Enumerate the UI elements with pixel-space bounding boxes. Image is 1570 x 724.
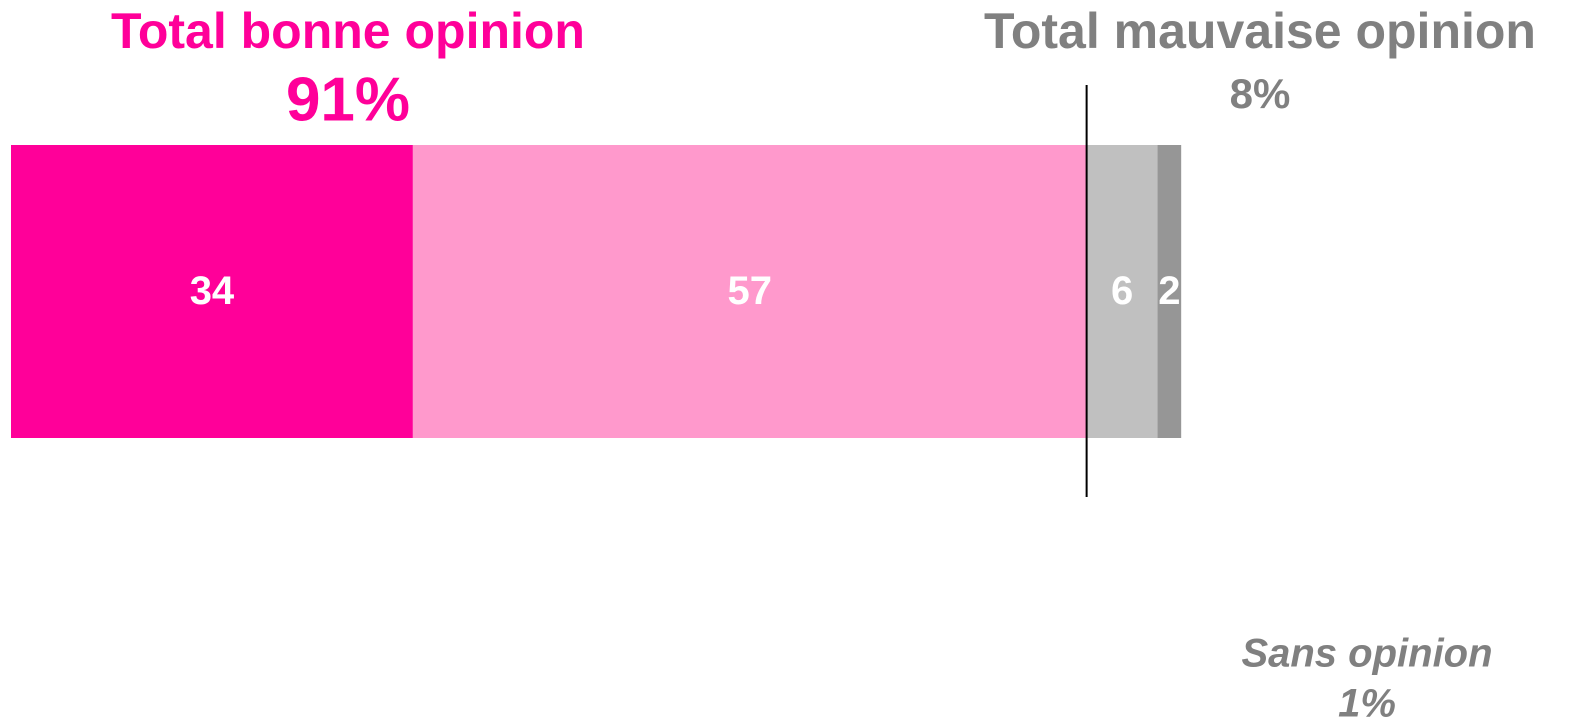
annotation-value: 1%: [1338, 682, 1396, 724]
data-label: 57: [728, 269, 773, 313]
bar-segment: [1086, 145, 1158, 438]
bar-segment: [1157, 145, 1182, 438]
annotation-value: 91%: [286, 65, 410, 134]
bar-segment: [412, 145, 1087, 438]
data-label: 6: [1111, 269, 1133, 313]
bar-segment: [11, 145, 413, 438]
data-label: 34: [190, 269, 235, 313]
annotation-title: Total bonne opinion: [111, 3, 585, 59]
data-label: 2: [1158, 269, 1180, 313]
annotation-value: 8%: [1230, 70, 1291, 117]
annotation-title: Total mauvaise opinion: [984, 3, 1536, 59]
annotation-title: Sans opinion: [1241, 632, 1492, 676]
